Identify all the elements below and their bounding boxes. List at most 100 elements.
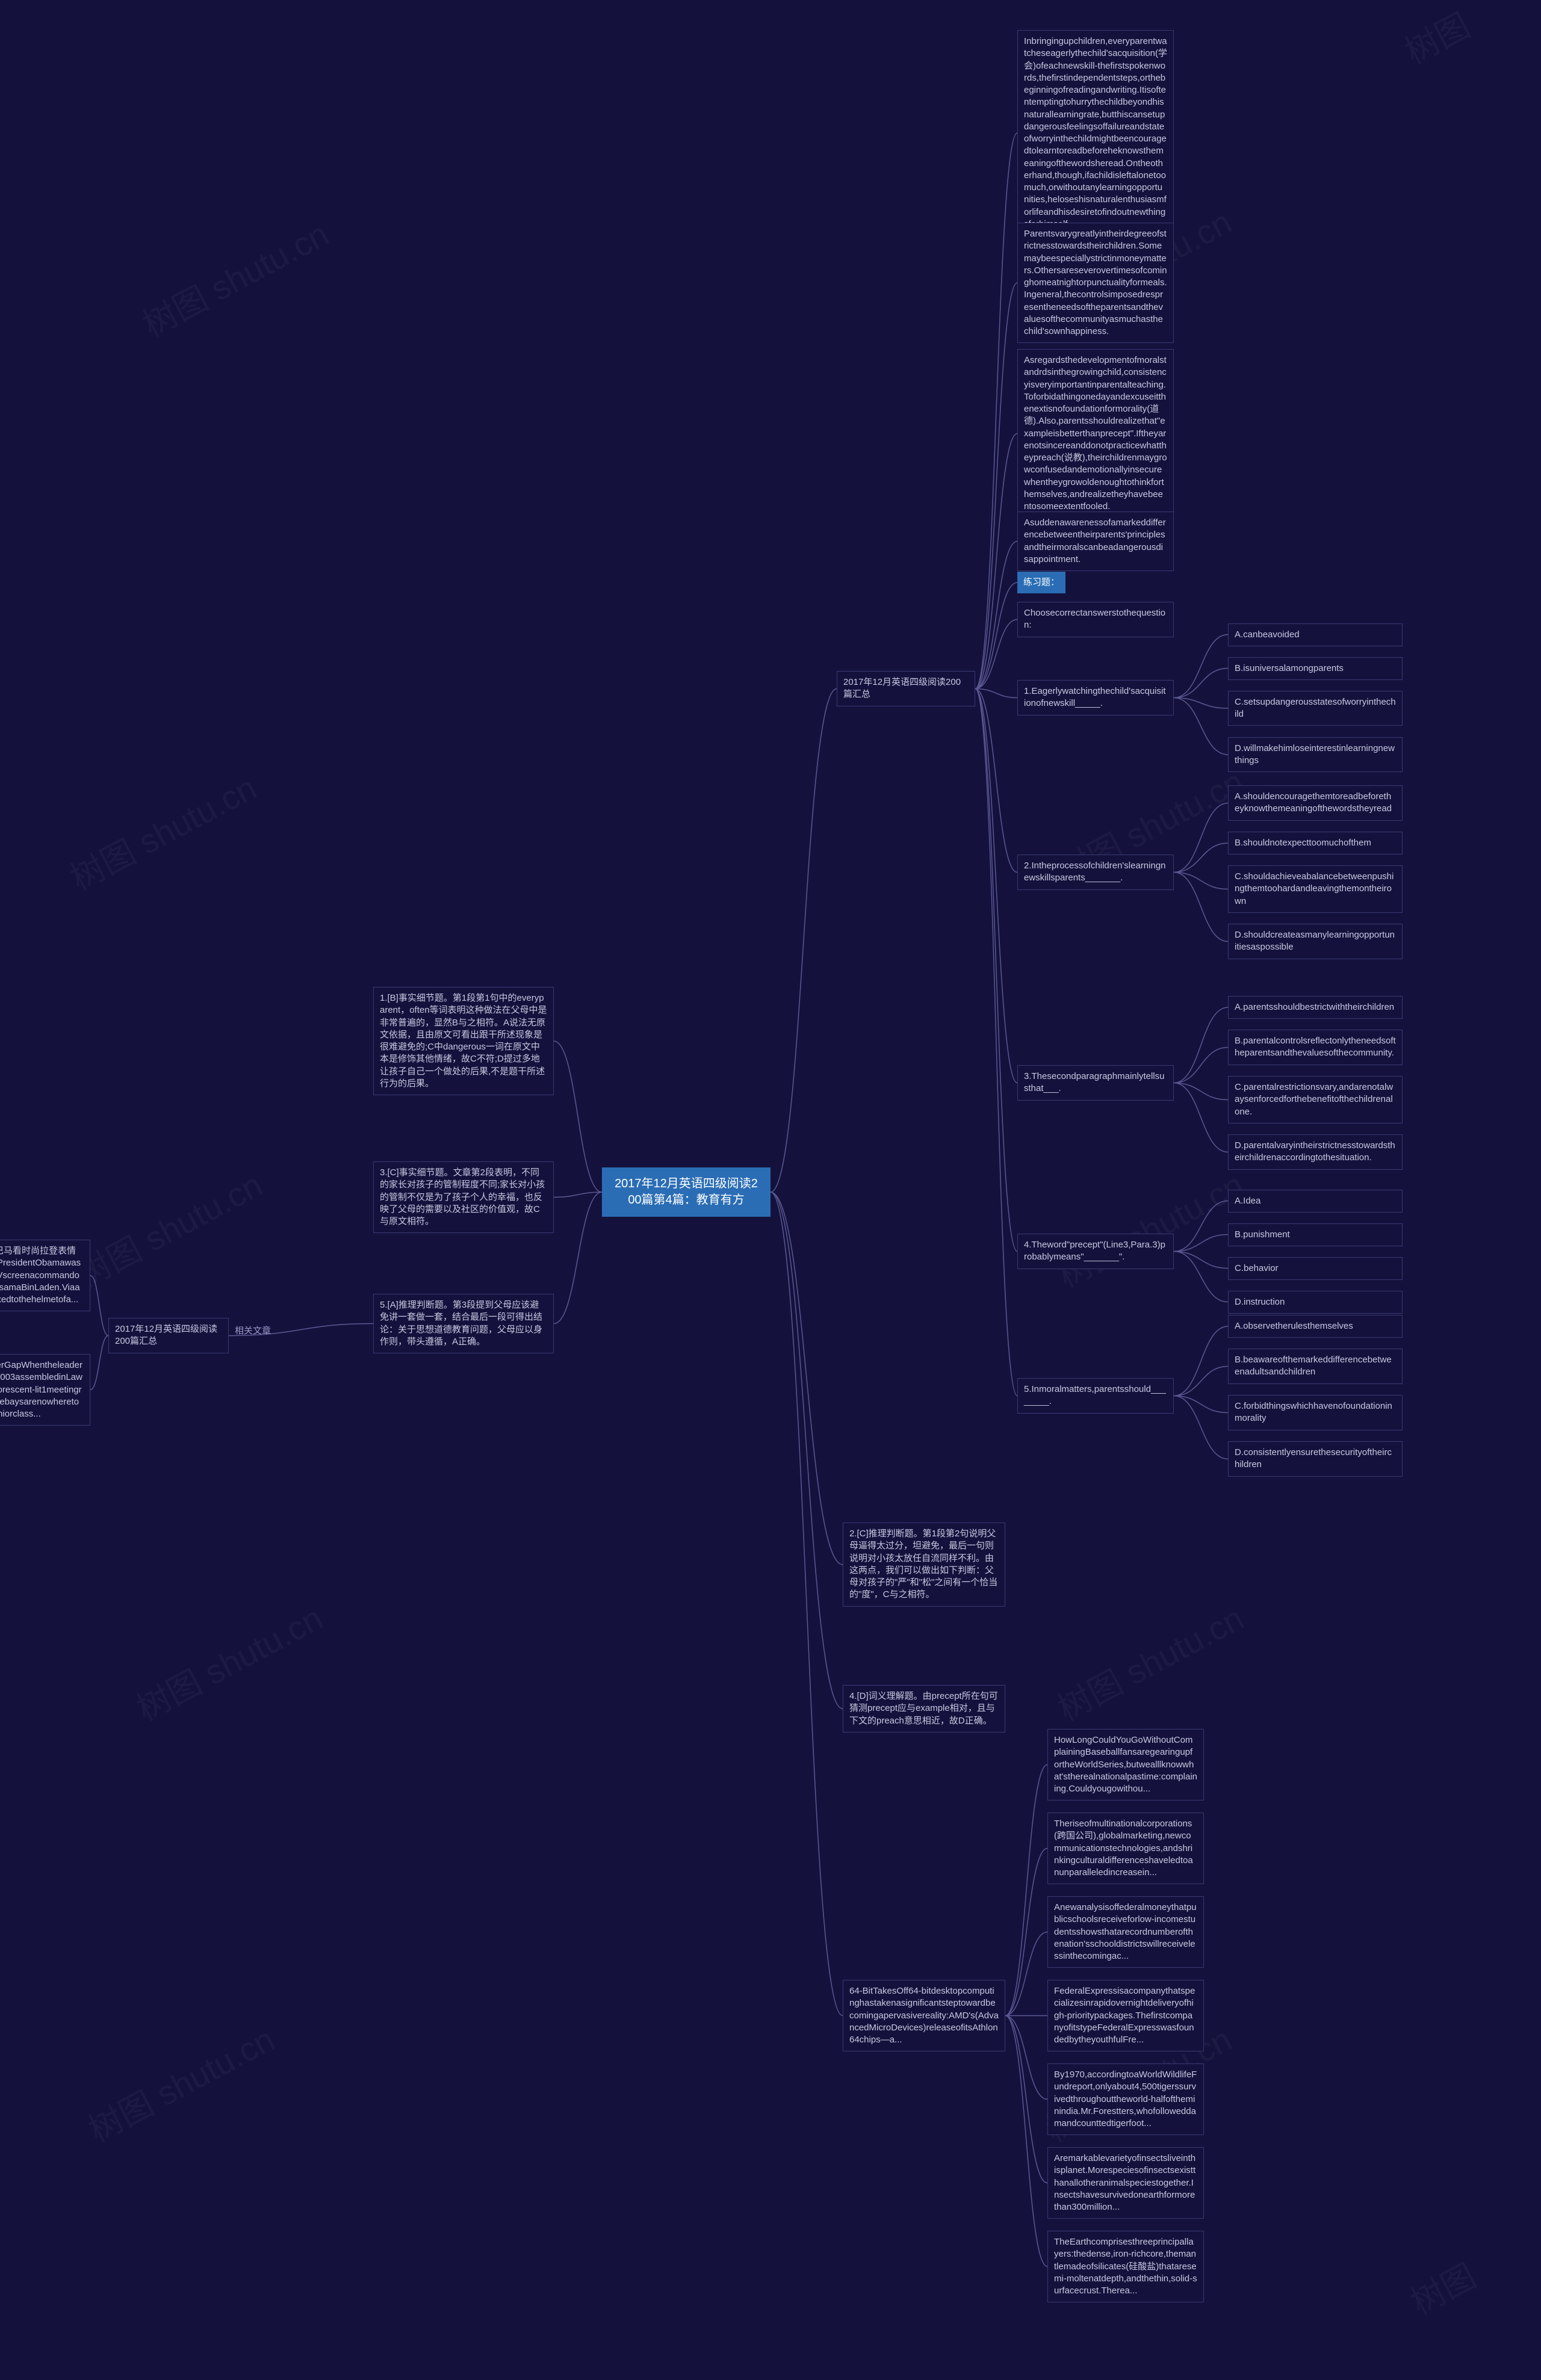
P5: 练习题： xyxy=(1017,572,1065,593)
watermark: 树图 shutu.cn xyxy=(1048,1158,1251,1297)
connector xyxy=(90,1276,108,1336)
Q3B: B.parentalcontrolsreflectonlytheneedsoft… xyxy=(1228,1030,1403,1065)
B4: FederalExpressisacompanythatspecializesi… xyxy=(1047,1980,1204,2051)
LR-hub: 2017年12月英语四级阅读200篇汇总 xyxy=(108,1318,229,1353)
connector xyxy=(975,689,1017,1396)
P3: Asregardsthedevelopmentofmoralstandrdsin… xyxy=(1017,349,1174,518)
Q5A: A.observetherulesthemselves xyxy=(1228,1315,1403,1338)
Q1A: A.canbeavoided xyxy=(1228,623,1403,646)
connector xyxy=(975,583,1017,689)
R4: 4.[D]词义理解题。由precept所在句可猜测precept应与exampl… xyxy=(843,1685,1005,1732)
Q2A: A.shouldencouragethemtoreadbeforetheykno… xyxy=(1228,785,1403,821)
Q2: 2.Intheprocessofchildren'slearningnewski… xyxy=(1017,855,1174,890)
connector xyxy=(975,283,1017,689)
Q3C: C.parentalrestrictionsvary,andarenotalwa… xyxy=(1228,1076,1403,1124)
watermark: 树图 shutu.cn xyxy=(1048,1592,1251,1731)
connector xyxy=(1174,1048,1228,1083)
connector xyxy=(1174,1235,1228,1252)
watermark: 树图 shutu.cn xyxy=(61,761,264,900)
Q1B: B.isuniversalamongparents xyxy=(1228,657,1403,680)
connector xyxy=(1174,1252,1228,1269)
Q2D: D.shouldcreateasmanylearningopportunitie… xyxy=(1228,924,1403,959)
connector xyxy=(1174,1396,1228,1413)
B7: TheEarthcomprisesthreeprincipallayers:th… xyxy=(1047,2231,1204,2302)
connector xyxy=(1174,1252,1228,1302)
R-summary: 2017年12月英语四级阅读200篇汇总 xyxy=(837,671,975,706)
connector xyxy=(1174,698,1228,755)
connector xyxy=(1174,803,1228,873)
connector xyxy=(1005,1849,1047,2016)
R2: 2.[C]推理判断题。第1段第2句说明父母逼得太过分，坦避免，最后一句则说明对小… xyxy=(843,1522,1005,1607)
connector xyxy=(975,542,1017,689)
connector xyxy=(554,1192,602,1198)
LR2: TheNewGenderGapWhentheleadersoftheClasso… xyxy=(0,1354,90,1426)
connector xyxy=(975,620,1017,689)
watermark: 树图 shutu.cn xyxy=(127,1592,330,1731)
connector xyxy=(1005,2016,1047,2100)
related-label: 相关文章 xyxy=(235,1324,271,1337)
Q4B: B.punishment xyxy=(1228,1223,1403,1246)
Q3D: D.parentalvaryintheirstrictnesstowardsth… xyxy=(1228,1134,1403,1170)
Q5: 5.Inmoralmatters,parentsshould________. xyxy=(1017,1378,1174,1414)
connector xyxy=(1174,1083,1228,1152)
connector xyxy=(975,689,1017,1083)
Q4D: D.instruction xyxy=(1228,1291,1403,1314)
L3: 3.[C]事实细节题。文章第2段表明，不同的家长对孩子的管制程度不同;家长对小孩… xyxy=(373,1161,554,1233)
P1: Inbringingupchildren,everyparentwatchese… xyxy=(1017,30,1174,236)
connector xyxy=(1174,698,1228,709)
connector xyxy=(1174,1007,1228,1083)
Q3: 3.Thesecondparagraphmainlytellsusthat___… xyxy=(1017,1065,1174,1101)
Q1C: C.setsupdangerousstatesofworryinthechild xyxy=(1228,691,1403,726)
connector xyxy=(1174,873,1228,889)
connector xyxy=(1005,1765,1047,2016)
connector xyxy=(90,1336,108,1390)
connector xyxy=(1005,2016,1047,2183)
connector xyxy=(770,689,837,1193)
Q2B: B.shouldnotexpecttoomuchofthem xyxy=(1228,832,1403,855)
connector xyxy=(554,1192,602,1324)
Q4C: C.behavior xyxy=(1228,1257,1403,1280)
connector xyxy=(1174,1083,1228,1100)
B2: Theriseofmultinationalcorporations(跨国公司)… xyxy=(1047,1813,1204,1884)
B3: Anewanalysisoffederalmoneythatpublicscho… xyxy=(1047,1896,1204,1968)
Q5C: C.forbidthingswhichhavenofoundationinmor… xyxy=(1228,1395,1403,1430)
L1: 1.[B]事实细节题。第1段第1句中的everyparent，often等词表明… xyxy=(373,987,554,1095)
B6: Aremarkablevarietyofinsectsliveinthispla… xyxy=(1047,2147,1204,2219)
P2: Parentsvarygreatlyintheirdegreeofstrictn… xyxy=(1017,223,1174,343)
B5: By1970,accordingtoaWorldWildlifeFundrepo… xyxy=(1047,2063,1204,2135)
connector xyxy=(1174,1396,1228,1459)
watermark: 树图 shutu.cn xyxy=(79,2013,282,2152)
connector xyxy=(975,133,1017,689)
Q4A: A.Idea xyxy=(1228,1190,1403,1213)
connector xyxy=(1005,2016,1047,2267)
Q3A: A.parentsshouldbestrictwiththeirchildren xyxy=(1228,996,1403,1019)
Q2C: C.shouldachieveabalancebetweenpushingthe… xyxy=(1228,865,1403,913)
connector xyxy=(554,1041,602,1192)
connector xyxy=(975,434,1017,689)
connector xyxy=(1005,1932,1047,2016)
watermark: 树图 shutu.cn xyxy=(133,208,336,347)
connector xyxy=(1174,873,1228,942)
R64: 64-BitTakesOff64-bitdesktopcomputinghast… xyxy=(843,1980,1005,2051)
connector xyxy=(770,1192,843,1709)
connector xyxy=(1174,669,1228,698)
Q5B: B.beawareofthemarkeddifferencebetweenadu… xyxy=(1228,1349,1403,1384)
connector xyxy=(1174,843,1228,873)
connector xyxy=(1174,635,1228,698)
Q1D: D.willmakehimloseinterestinlearningnewth… xyxy=(1228,737,1403,773)
Q5D: D.consistentlyensurethesecurityoftheirch… xyxy=(1228,1441,1403,1477)
connector xyxy=(770,1192,843,1565)
Q4: 4.Theword"precept"(Line3,Para.3)probably… xyxy=(1017,1234,1174,1269)
watermark: 树图 xyxy=(1401,2249,1484,2324)
P4: Asuddenawarenessofamarkeddifferencebetwe… xyxy=(1017,512,1174,571)
connector xyxy=(975,689,1017,1252)
P6: Choosecorrectanswerstothequestion: xyxy=(1017,602,1174,637)
connector xyxy=(1174,1201,1228,1252)
root: 2017年12月英语四级阅读200篇第4篇：教育有方 xyxy=(602,1167,770,1217)
watermark: 树图 shutu.cn xyxy=(67,1158,270,1297)
watermark: 树图 xyxy=(1395,0,1478,74)
connector xyxy=(770,1192,843,2016)
LR1: 四级阅读：奥巴马看时尚拉登表情冷谈美丽交流|PresidentObamawasw… xyxy=(0,1240,90,1311)
Q1: 1.Eagerlywatchingthechild'sacquisitionof… xyxy=(1017,680,1174,716)
connector xyxy=(975,689,1017,698)
